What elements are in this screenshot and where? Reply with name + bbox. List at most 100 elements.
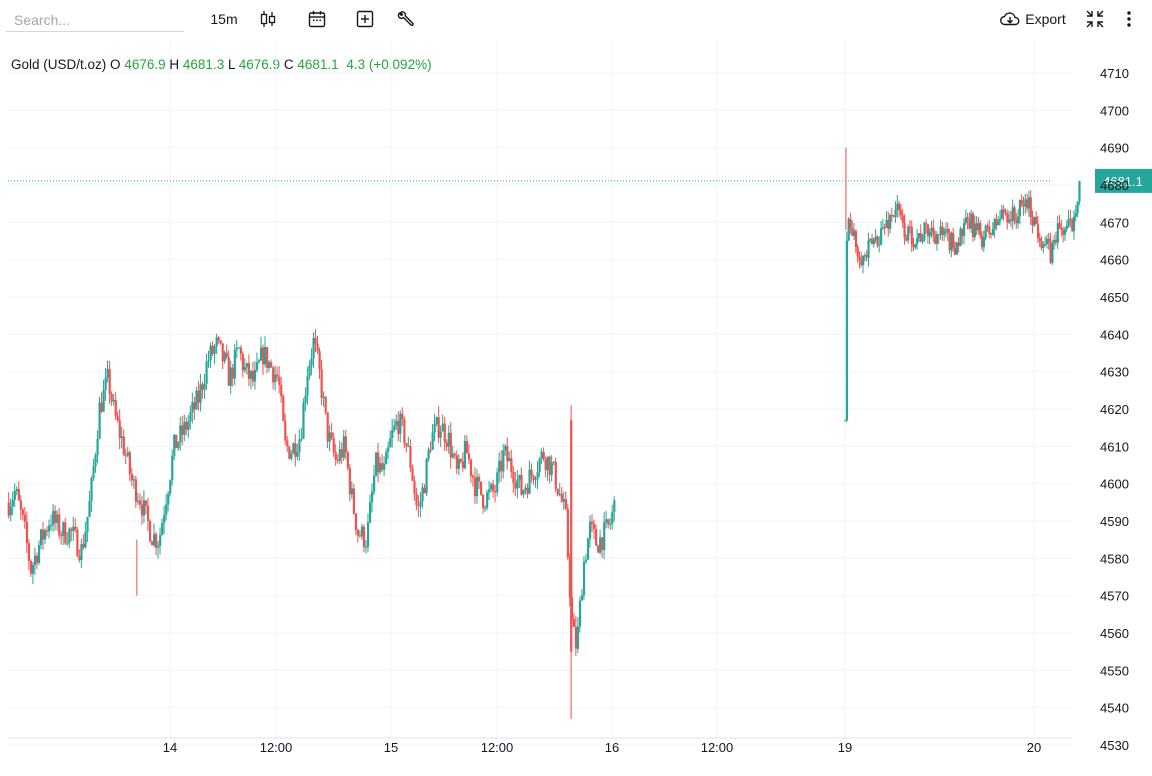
candle-body [314, 338, 317, 344]
candle-body [1018, 200, 1022, 217]
candlestick-chart[interactable]: 4681.1 453045404550456045704580459046004… [0, 38, 1152, 776]
open-value: 4676.9 [124, 57, 166, 72]
candle-body [971, 213, 975, 237]
candle-body [943, 230, 946, 235]
candle-body [304, 395, 307, 403]
y-tick-label: 4550 [1100, 663, 1129, 678]
candle-body [397, 420, 400, 435]
candle-body [506, 446, 509, 462]
candle-body [518, 475, 521, 480]
y-tick-label: 4710 [1100, 66, 1129, 81]
candle-body [962, 223, 966, 236]
add-indicator-button[interactable] [353, 6, 377, 32]
candle-body [957, 242, 960, 246]
candle-body [970, 213, 973, 229]
candle-body [389, 438, 392, 448]
candle-body [1009, 219, 1013, 222]
candle-body [74, 526, 77, 530]
candle-body [916, 238, 919, 244]
candle-body [564, 499, 567, 509]
candle-body [1035, 216, 1038, 225]
candle-body [988, 226, 991, 234]
candle-body [1060, 227, 1063, 230]
candle-body [276, 374, 279, 377]
candle-body [451, 453, 454, 458]
candle-body [29, 561, 33, 574]
candle-body [935, 234, 939, 244]
x-tick-label: 20 [1027, 740, 1041, 755]
candle-body [239, 347, 242, 355]
candle-body [953, 247, 957, 255]
candle-body [568, 557, 572, 598]
candle-body [306, 376, 309, 396]
candle-body [887, 219, 890, 229]
candle-body [946, 229, 949, 234]
candle-body [1011, 207, 1014, 222]
candle-body [15, 488, 18, 491]
candle-body [328, 432, 331, 442]
candle-body [1029, 197, 1032, 218]
candle-body [9, 506, 12, 516]
candle-body [379, 462, 382, 473]
candle-body [385, 451, 388, 465]
candle-body [1017, 216, 1020, 224]
candle-body [1022, 204, 1025, 207]
date-range-button[interactable] [305, 6, 329, 32]
candle-body [255, 362, 259, 371]
chart-type-button[interactable] [256, 6, 280, 32]
candle-body [253, 370, 257, 382]
candle-body [486, 492, 489, 508]
candle-body [358, 535, 362, 537]
candle-body [445, 442, 448, 447]
fullscreen-button[interactable] [1084, 6, 1106, 32]
candle-body [342, 436, 345, 458]
candle-body [152, 534, 156, 546]
candle-body [142, 500, 146, 516]
candle-body [1015, 219, 1018, 224]
y-tick-label: 4530 [1100, 738, 1129, 753]
candle-body [245, 363, 249, 368]
candle-body [223, 352, 226, 362]
candle-body [1071, 219, 1074, 232]
candle-body [1031, 217, 1034, 226]
low-label: L [227, 57, 235, 72]
candle-body [872, 239, 876, 244]
candle-body [136, 500, 140, 502]
candle-body [490, 484, 493, 490]
candle-body [381, 462, 384, 470]
candle-body [140, 504, 144, 516]
candle-body [302, 402, 305, 439]
interval-button[interactable]: 15m [204, 6, 244, 32]
more-menu-button[interactable] [1120, 6, 1138, 32]
candle-body [851, 228, 854, 236]
candle-body [116, 416, 119, 421]
candle-body [520, 475, 523, 495]
candle-body [461, 461, 465, 469]
more-vertical-icon [1126, 10, 1132, 28]
export-button[interactable]: Export [998, 6, 1068, 32]
candle-body [514, 482, 517, 489]
candle-body [496, 472, 499, 493]
candle-body [364, 546, 368, 548]
candle-body [421, 487, 424, 502]
candle-body [582, 561, 586, 596]
candle-body [901, 215, 904, 223]
candle-body [128, 452, 131, 474]
candle-body [479, 481, 483, 495]
candle-body [21, 509, 24, 515]
candle-body [586, 538, 590, 560]
candle-body [923, 223, 926, 240]
candle-body [863, 255, 867, 257]
candle-body [856, 246, 859, 257]
candle-body [477, 476, 481, 482]
candle-body [443, 423, 446, 443]
settings-button[interactable] [394, 6, 418, 32]
change-value: 4.3 (+0.092%) [346, 57, 432, 72]
candle-body [925, 223, 928, 225]
search-input[interactable] [6, 8, 184, 32]
candle-body [459, 459, 463, 462]
candle-body [251, 370, 255, 382]
candle-body [991, 229, 995, 235]
candle-body [122, 436, 125, 455]
candle-body [1045, 238, 1049, 245]
